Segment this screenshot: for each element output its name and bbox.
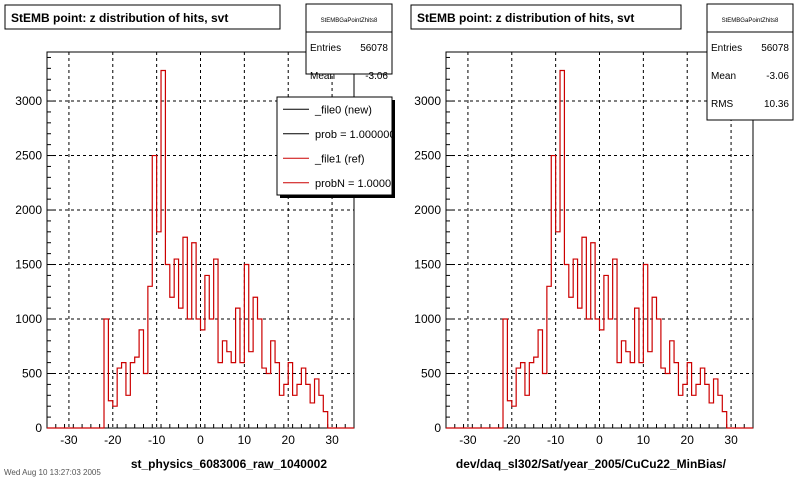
stats-value: -3.06 xyxy=(365,71,388,82)
stats-box: StEMBGaPointZhits8 Entries 56078 Mean -3.06 xyxy=(305,3,393,82)
legend-entry-label: prob = 1.000000 xyxy=(315,129,395,141)
title-box xyxy=(4,4,281,30)
y-tick-label: 2500 xyxy=(414,149,441,163)
y-tick-label: 2000 xyxy=(15,203,42,217)
chart-title: StEMB point: z distribution of hits, svt xyxy=(417,11,634,25)
y-tick-label: 500 xyxy=(421,367,441,381)
x-tick-label: 30 xyxy=(724,433,738,447)
x-tick-label: -30 xyxy=(459,433,477,447)
y-tick-label: 500 xyxy=(22,367,42,381)
legend-entry-label: _file1 (ref) xyxy=(314,153,365,165)
stats-frame xyxy=(305,3,393,75)
y-tick-label: 1500 xyxy=(414,258,441,272)
left-histogram-panel: -30 -20 -10 0 10 20 30 0 500 1000 1500 2000 2500 3000… xyxy=(4,3,403,471)
footer-timestamp: Wed Aug 10 13:27:03 2005 xyxy=(4,468,101,477)
x-tick-label: -10 xyxy=(547,433,565,447)
x-tick-label: 10 xyxy=(637,433,651,447)
y-tick-label: 2500 xyxy=(15,149,42,163)
x-tick-label: 10 xyxy=(238,433,252,447)
x-tick-label: 30 xyxy=(325,433,339,447)
stats-label: Entries xyxy=(310,43,341,54)
stats-value: 56078 xyxy=(360,43,388,54)
histogram-series xyxy=(47,69,354,429)
stats-frame xyxy=(706,3,794,121)
x-tick-label: -30 xyxy=(60,433,78,447)
stats-box: StEMBGaPointZhits8 Entries 56078 Mean -3.06 R… xyxy=(706,3,794,121)
stats-histogram-name: StEMBGaPointZhits8 xyxy=(321,18,378,24)
stats-label: Entries xyxy=(711,43,742,54)
legend-entry-label: _file0 (new) xyxy=(314,104,372,116)
x-tick-label: 20 xyxy=(681,433,695,447)
y-tick-label: 1000 xyxy=(15,312,42,326)
x-axis-label: dev/daq_sl302/Sat/year_2005/CuCu22_MinBi… xyxy=(456,457,727,471)
x-tick-label: -10 xyxy=(148,433,166,447)
title-box xyxy=(410,4,682,30)
y-tick-label: 0 xyxy=(35,421,42,435)
right-histogram-panel: -30 -20 -10 0 10 20 30 0 500 1000 1500 2000 2500 3000… xyxy=(410,3,794,471)
stats-histogram-name: StEMBGaPointZhits8 xyxy=(722,18,779,24)
y-tick-label: 0 xyxy=(434,421,441,435)
y-tick-label: 2000 xyxy=(414,203,441,217)
stats-value: 56078 xyxy=(761,43,789,54)
x-tick-label: -20 xyxy=(104,433,122,447)
stats-value: -3.06 xyxy=(766,71,789,82)
x-tick-label: 0 xyxy=(197,433,204,447)
legend-frame xyxy=(276,96,393,196)
x-tick-label: 20 xyxy=(282,433,296,447)
y-tick-label: 1000 xyxy=(414,312,441,326)
y-tick-label: 3000 xyxy=(414,94,441,108)
histogram-series xyxy=(446,69,753,429)
chart-title: StEMB point: z distribution of hits, svt xyxy=(11,11,228,25)
stats-label: Mean xyxy=(310,71,335,82)
stats-label: Mean xyxy=(711,71,736,82)
x-axis-label: st_physics_6083006_raw_1040002 xyxy=(131,457,327,471)
stats-label: RMS xyxy=(711,99,734,110)
legend-entry-label: probN = 1.000000 xyxy=(315,178,403,190)
y-tick-label: 1500 xyxy=(15,258,42,272)
x-tick-label: -20 xyxy=(503,433,521,447)
y-tick-label: 3000 xyxy=(15,94,42,108)
stats-value: 10.36 xyxy=(764,99,789,110)
legend-box: _file0 (new) prob = 1.000000 _file1 (ref) p… xyxy=(276,96,403,198)
x-tick-label: 0 xyxy=(596,433,603,447)
